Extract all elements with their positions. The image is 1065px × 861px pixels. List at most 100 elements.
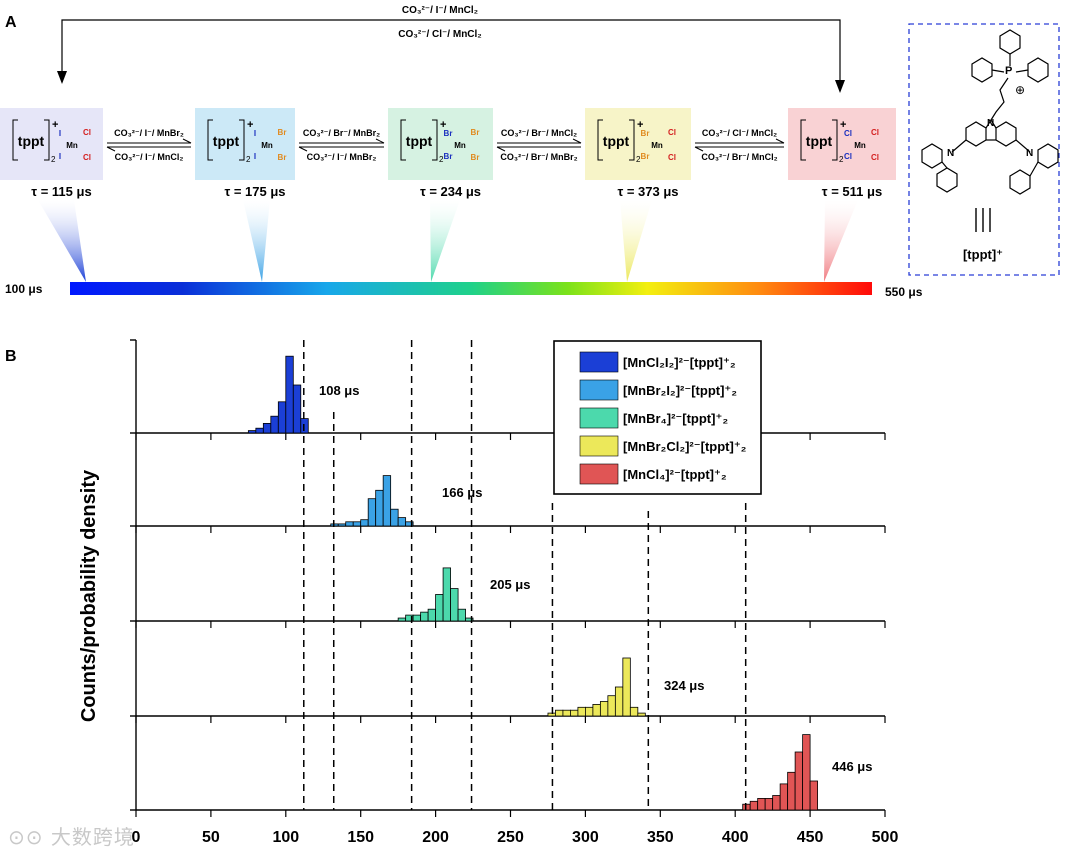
- reaction-reverse-label: CO₃²⁻/ Br⁻/ MnBr₂: [500, 152, 577, 162]
- series-1: 108 μs: [247, 355, 360, 434]
- bracket-right: [44, 119, 50, 161]
- histogram-bar: [614, 686, 624, 717]
- x-tick-label: 250: [497, 829, 524, 846]
- bracket-left: [207, 119, 213, 161]
- ligand-br: Br: [641, 129, 650, 138]
- nitrogen-core: N: [987, 118, 994, 129]
- histogram-bar: [382, 475, 392, 527]
- reaction-forward-label: CO₃²⁻/ I⁻/ MnBr₂: [114, 128, 184, 138]
- lifetime-label: τ = 234 μs: [420, 184, 481, 199]
- cation-charge: +: [247, 119, 253, 131]
- histogram-bar: [255, 427, 264, 434]
- histogram-bar: [292, 384, 302, 434]
- bracket-left: [400, 119, 406, 161]
- ligand-cl: Cl: [844, 129, 852, 138]
- histogram-bar: [779, 783, 789, 811]
- cation-subscript: 2: [51, 155, 56, 164]
- equivalence-bars: [975, 208, 991, 232]
- histogram-bar: [637, 712, 646, 717]
- cation-label: tppt: [18, 133, 45, 149]
- ligand-br: Br: [471, 128, 480, 137]
- complex-2: tppt +2 Mn I Br I Br: [195, 108, 295, 180]
- nitrogen-right: N: [1026, 148, 1033, 159]
- lifetime-colorbar: [70, 282, 872, 295]
- x-tick-label: 450: [797, 829, 824, 846]
- structure-box: [908, 23, 1060, 276]
- lifetime-label: τ = 115 μs: [31, 184, 91, 199]
- cation-subscript: 2: [839, 155, 844, 164]
- ligand-br: Br: [278, 128, 287, 137]
- metal-center: Mn: [854, 141, 866, 150]
- cation-label: tppt: [213, 133, 240, 149]
- ligand-br: Br: [278, 153, 287, 162]
- histogram-bar: [562, 709, 571, 717]
- histogram-bar: [270, 415, 279, 434]
- histogram-bar: [247, 430, 257, 434]
- ligand-cl: Cl: [871, 153, 879, 162]
- histogram-bar: [794, 751, 804, 811]
- ligand-cl: Cl: [83, 153, 91, 162]
- reaction-reverse-label: CO₃²⁻/ I⁻/ MnBr₂: [307, 152, 377, 162]
- top-arrow-head-left: [57, 71, 67, 84]
- tppt-structure: P ⊕ N N N [tppt]⁺: [908, 23, 1060, 276]
- histogram-bar: [412, 614, 422, 622]
- cation-label: tppt: [603, 133, 630, 149]
- reaction-forward-head: [572, 138, 582, 144]
- cation-subscript: 2: [439, 155, 444, 164]
- x-tick-label: 200: [422, 829, 449, 846]
- histogram-bar: [555, 709, 564, 717]
- reaction-forward-head: [375, 138, 385, 144]
- reaction-forward-head: [182, 138, 192, 144]
- complex-background: [195, 108, 295, 180]
- histogram-bar: [390, 508, 399, 527]
- series-5: 446 μs: [742, 734, 873, 811]
- histogram-bar: [592, 704, 601, 717]
- top-arrow-label-2: CO₃²⁻/ Cl⁻/ MnCl₂: [398, 29, 482, 40]
- histogram-bar: [599, 701, 609, 717]
- complex-4: tppt +2 MnBr Cl Br Cl: [585, 108, 691, 180]
- histogram-bar: [802, 734, 811, 811]
- legend-label: [MnBr₂Cl₂]²⁻[tppt]⁺₂: [623, 439, 747, 454]
- legend-swatch: [579, 463, 619, 485]
- histogram-bar: [345, 521, 354, 527]
- ligand-br: Br: [641, 152, 650, 161]
- histogram-bar: [570, 709, 579, 717]
- reaction-forward-label: CO₃²⁻/ Br⁻/ MnBr₂: [303, 128, 380, 138]
- reaction-2: CO₃²⁻/ Br⁻/ MnBr₂ CO₃²⁻/ I⁻/ MnBr₂: [298, 128, 385, 162]
- histogram-bar: [360, 519, 369, 527]
- bracket-right: [832, 119, 838, 161]
- structure-label: [tppt]⁺: [963, 247, 1003, 262]
- ligand-i: I: [254, 129, 256, 138]
- reaction-arrows: CO₃²⁻/ I⁻/ MnBr₂ CO₃²⁻/ I⁻/ MnCl₂ CO₃²⁻/ B…: [106, 128, 785, 162]
- bracket-left: [12, 119, 18, 161]
- histogram-bar: [585, 706, 594, 717]
- histogram-bar: [337, 523, 347, 527]
- legend-label: [MnBr₄]²⁻[tppt]⁺₂: [623, 411, 728, 426]
- histogram-chart: 0 50 100 150 200 250 300 350 400 450 500 108 μs 166 …: [130, 339, 898, 846]
- chart-legend: [MnCl₂I₂]²⁻[tppt]⁺₂ [MnBr₂I₂]²⁻[tppt]⁺₂ [M…: [553, 340, 762, 495]
- colorbar-pointer: [824, 200, 858, 282]
- histogram-bar: [622, 657, 631, 717]
- series-annotation: 205 μs: [490, 577, 531, 592]
- colorbar-min-label: 100 μs: [5, 282, 43, 296]
- series-annotation: 324 μs: [664, 678, 705, 693]
- histogram-bar: [809, 780, 818, 811]
- metal-center: Mn: [651, 141, 663, 150]
- phenyl-rings: [921, 29, 1059, 195]
- positive-charge: ⊕: [1015, 83, 1025, 97]
- cation-subscript: 2: [246, 155, 251, 164]
- lifetime-label: τ = 511 μs: [822, 184, 882, 199]
- reaction-forward-label: CO₃²⁻/ Br⁻/ MnCl₂: [501, 128, 577, 138]
- x-tick-label: 50: [202, 829, 220, 846]
- bracket-right: [629, 119, 635, 161]
- histogram-bar: [757, 798, 766, 811]
- y-axis-label: Counts/probability density: [78, 469, 100, 722]
- histogram-bar: [427, 608, 436, 622]
- series-annotation: 446 μs: [832, 759, 873, 774]
- histogram-bar: [435, 594, 444, 622]
- cation-label: tppt: [806, 133, 833, 149]
- histogram-bar: [764, 798, 774, 811]
- colorbar-pointers: [38, 200, 858, 282]
